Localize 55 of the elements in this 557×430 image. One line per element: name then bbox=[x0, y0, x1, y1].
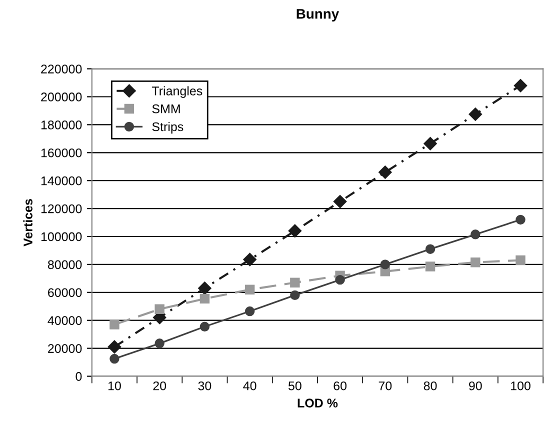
y-tick-label: 60000 bbox=[48, 288, 82, 298]
legend-label: Strips bbox=[152, 122, 184, 134]
point bbox=[335, 274, 345, 285]
point bbox=[514, 78, 528, 92]
x-tick-label: 50 bbox=[288, 381, 302, 390]
y-tick-label: 180000 bbox=[41, 120, 82, 130]
point bbox=[333, 194, 347, 208]
point bbox=[378, 166, 392, 179]
point bbox=[425, 244, 436, 254]
point bbox=[470, 230, 480, 240]
legend-label: SMM bbox=[152, 104, 180, 114]
y-tick-label: 20000 bbox=[48, 344, 82, 353]
legend-label: Triangles bbox=[152, 86, 202, 98]
y-tick-label: 220000 bbox=[41, 64, 82, 74]
y-tick-label: 0 bbox=[76, 372, 82, 381]
y-tick-label: 100000 bbox=[41, 232, 82, 242]
point bbox=[200, 294, 210, 304]
y-tick-label: 120000 bbox=[41, 204, 82, 214]
y-tick-label: 140000 bbox=[41, 176, 82, 186]
x-tick-label: 10 bbox=[108, 381, 121, 390]
point bbox=[200, 322, 210, 332]
point bbox=[470, 257, 480, 268]
x-tick-label: 60 bbox=[334, 381, 347, 390]
x-tick-label: 20 bbox=[153, 381, 166, 390]
y-tick-label: 80000 bbox=[48, 260, 82, 270]
x-tick-label: 90 bbox=[469, 381, 482, 390]
point bbox=[380, 260, 390, 270]
point bbox=[110, 354, 120, 364]
point bbox=[424, 136, 437, 150]
x-axis-title: LOD % bbox=[298, 398, 338, 408]
point bbox=[110, 320, 120, 330]
point bbox=[516, 214, 526, 225]
point bbox=[516, 255, 526, 266]
point bbox=[468, 108, 482, 121]
point bbox=[154, 304, 164, 314]
x-tick-label: 40 bbox=[243, 381, 256, 390]
point bbox=[108, 340, 122, 354]
point bbox=[198, 282, 212, 295]
point bbox=[154, 338, 164, 348]
point bbox=[290, 278, 300, 288]
chart-title: Bunny bbox=[296, 9, 340, 22]
point bbox=[243, 252, 256, 266]
point bbox=[244, 306, 255, 316]
y-tick-label: 160000 bbox=[41, 148, 82, 158]
point bbox=[290, 290, 300, 300]
point bbox=[288, 224, 302, 238]
y-axis-title: Vertices bbox=[23, 199, 32, 246]
y-tick-label: 200000 bbox=[41, 92, 82, 102]
x-tick-label: 70 bbox=[378, 381, 392, 390]
x-tick-label: 30 bbox=[198, 381, 212, 390]
point bbox=[244, 284, 255, 294]
y-tick-label: 40000 bbox=[48, 316, 82, 325]
x-tick-label: 100 bbox=[511, 381, 530, 390]
x-tick-label: 80 bbox=[424, 381, 437, 390]
point bbox=[425, 262, 436, 272]
